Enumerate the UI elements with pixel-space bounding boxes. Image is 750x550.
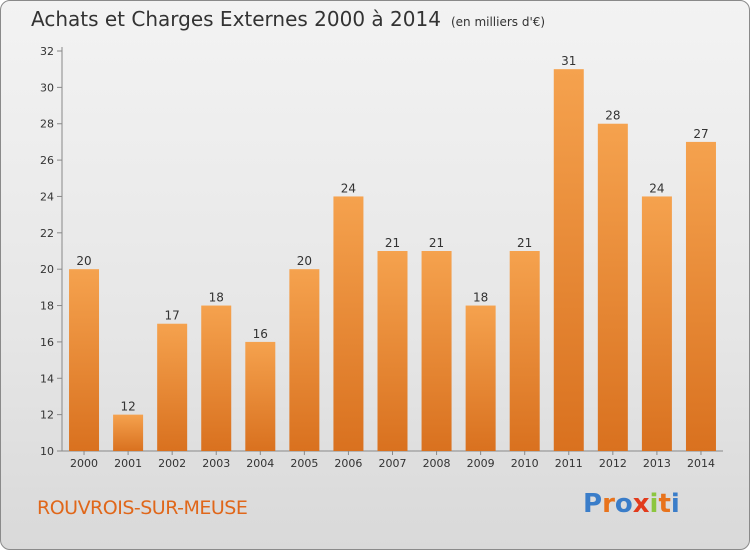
- x-tick-label: 2000: [70, 457, 98, 470]
- x-tick-label: 2007: [379, 457, 407, 470]
- y-tick-label: 32: [40, 45, 54, 58]
- y-tick-label: 18: [40, 300, 54, 313]
- bar-2010: [509, 251, 540, 451]
- x-tick-label: 2008: [423, 457, 451, 470]
- chart-bars: [69, 69, 716, 452]
- data-label-2003: 18: [209, 291, 224, 305]
- x-tick-label: 2009: [467, 457, 495, 470]
- bar-2012: [597, 123, 628, 452]
- x-tick-label: 2005: [290, 457, 318, 470]
- y-tick-label: 28: [40, 118, 54, 131]
- data-label-2006: 24: [341, 181, 356, 195]
- data-label-2012: 28: [605, 109, 620, 123]
- y-tick-label: 10: [40, 445, 54, 458]
- x-tick-label: 2010: [511, 457, 539, 470]
- chart-data-labels: 20 12 17 18 16 20 24 21 21 18 21 31 28 24 27: [76, 54, 708, 413]
- bar-2003: [201, 305, 232, 451]
- commune-name: ROUVROIS-SUR-MEUSE: [37, 497, 248, 519]
- logo-letter: x: [632, 489, 650, 519]
- bar-2008: [421, 251, 452, 451]
- logo-letter: o: [614, 489, 633, 519]
- y-tick-label: 26: [40, 154, 54, 167]
- bar-2011: [553, 69, 584, 451]
- x-tick-label: 2013: [643, 457, 671, 470]
- data-label-2001: 12: [120, 400, 135, 414]
- x-tick-label: 2004: [246, 457, 274, 470]
- logo-letter: r: [602, 489, 615, 519]
- logo-letter: i: [670, 489, 680, 519]
- data-label-2014: 27: [693, 127, 708, 141]
- chart-subtitle: (en milliers d'€): [450, 15, 546, 29]
- data-label-2008: 21: [429, 236, 444, 250]
- data-label-2002: 17: [165, 309, 180, 323]
- y-tick-label: 20: [40, 263, 54, 276]
- y-tick-label: 24: [40, 190, 54, 203]
- x-tick-label: 2002: [158, 457, 186, 470]
- y-tick-label: 12: [40, 409, 54, 422]
- data-label-2005: 20: [297, 254, 312, 268]
- x-tick-label: 2014: [687, 457, 715, 470]
- x-tick-label: 2012: [599, 457, 627, 470]
- logo-letter: t: [658, 489, 671, 519]
- bar-2001: [113, 414, 144, 451]
- bar-2007: [377, 251, 408, 451]
- x-tick-label: 2006: [334, 457, 362, 470]
- bar-2009: [465, 305, 496, 451]
- bar-2014: [685, 141, 716, 451]
- bar-2000: [69, 269, 100, 451]
- y-tick-label: 14: [40, 372, 54, 385]
- proxiti-logo[interactable]: Proxiti: [583, 489, 680, 519]
- data-label-2004: 16: [253, 327, 268, 341]
- bar-2013: [641, 196, 672, 451]
- bar-2006: [333, 196, 364, 451]
- y-tick-label: 16: [40, 336, 54, 349]
- x-tick-label: 2011: [555, 457, 583, 470]
- logo-letter: i: [649, 489, 659, 519]
- chart-axes: 10 12 14 16 18 20 22 24 26 28 30 32 2000 2001 2002 2003…: [40, 45, 723, 470]
- data-label-2011: 31: [561, 54, 576, 68]
- chart-title-text: Achats et Charges Externes 2000 à 2014: [31, 7, 441, 31]
- data-label-2010: 21: [517, 236, 532, 250]
- x-tick-label: 2003: [202, 457, 230, 470]
- bar-2002: [157, 323, 188, 451]
- data-label-2013: 24: [649, 181, 664, 195]
- data-label-2009: 18: [473, 291, 488, 305]
- y-tick-label: 30: [40, 81, 54, 94]
- bar-2005: [289, 269, 320, 451]
- data-label-2000: 20: [76, 254, 91, 268]
- chart-title: Achats et Charges Externes 2000 à 2014 (e…: [31, 7, 545, 31]
- y-tick-label: 22: [40, 227, 54, 240]
- bar-2004: [245, 341, 276, 451]
- x-tick-label: 2001: [114, 457, 142, 470]
- logo-letter: P: [583, 489, 603, 519]
- data-label-2007: 21: [385, 236, 400, 250]
